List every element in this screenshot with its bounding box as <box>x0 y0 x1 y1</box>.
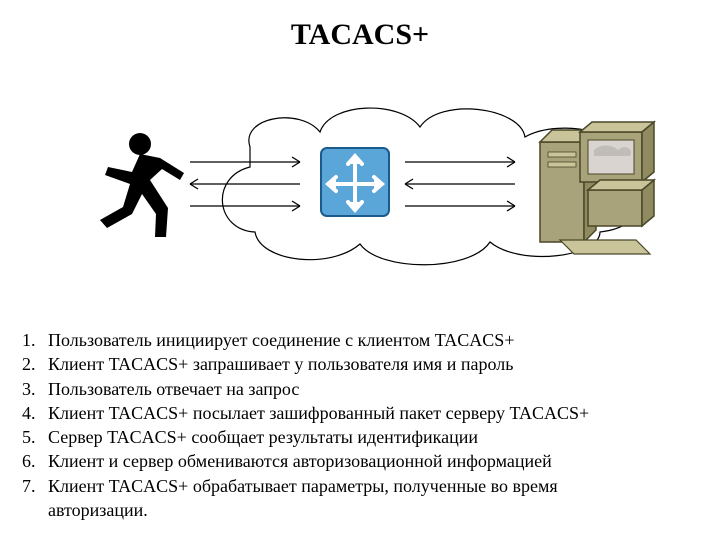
list-item: 5.Сервер TACACS+ сообщает результаты иде… <box>22 425 682 449</box>
step-text: Сервер TACACS+ сообщает результаты идент… <box>48 427 478 447</box>
step-text: Клиент TACACS+ запрашивает у пользовател… <box>48 354 513 374</box>
step-num: 3. <box>22 377 48 401</box>
step-num: 5. <box>22 425 48 449</box>
step-text: Пользователь отвечает на запрос <box>48 379 299 399</box>
list-item: 1.Пользователь инициирует соединение с к… <box>22 328 682 352</box>
step-num: 2. <box>22 352 48 376</box>
diagram-svg <box>0 72 720 292</box>
step-num: 4. <box>22 401 48 425</box>
router-icon <box>321 148 389 216</box>
step-text: Пользователь инициирует соединение с кли… <box>48 330 514 350</box>
steps-list: 1.Пользователь инициирует соединение с к… <box>22 328 682 522</box>
page-title: TACACS+ <box>0 18 720 52</box>
step-num: 6. <box>22 449 48 473</box>
user-icon <box>100 133 184 237</box>
step-num: 7. <box>22 474 48 498</box>
step-text-cont: авторизации. <box>48 500 148 520</box>
step-text: Клиент TACACS+ посылает зашифрованный па… <box>48 403 589 423</box>
list-item: 4.Клиент TACACS+ посылает зашифрованный … <box>22 401 682 425</box>
step-text: Клиент TACACS+ обрабатывает параметры, п… <box>48 476 558 496</box>
tacacs-diagram <box>0 72 720 292</box>
list-item: 7.Клиент TACACS+ обрабатывает параметры,… <box>22 474 682 523</box>
list-item: 6.Клиент и сервер обмениваются авторизов… <box>22 449 682 473</box>
step-text: Клиент и сервер обмениваются авторизовац… <box>48 451 552 471</box>
list-item: 3.Пользователь отвечает на запрос <box>22 377 682 401</box>
step-num: 1. <box>22 328 48 352</box>
list-item: 2.Клиент TACACS+ запрашивает у пользоват… <box>22 352 682 376</box>
